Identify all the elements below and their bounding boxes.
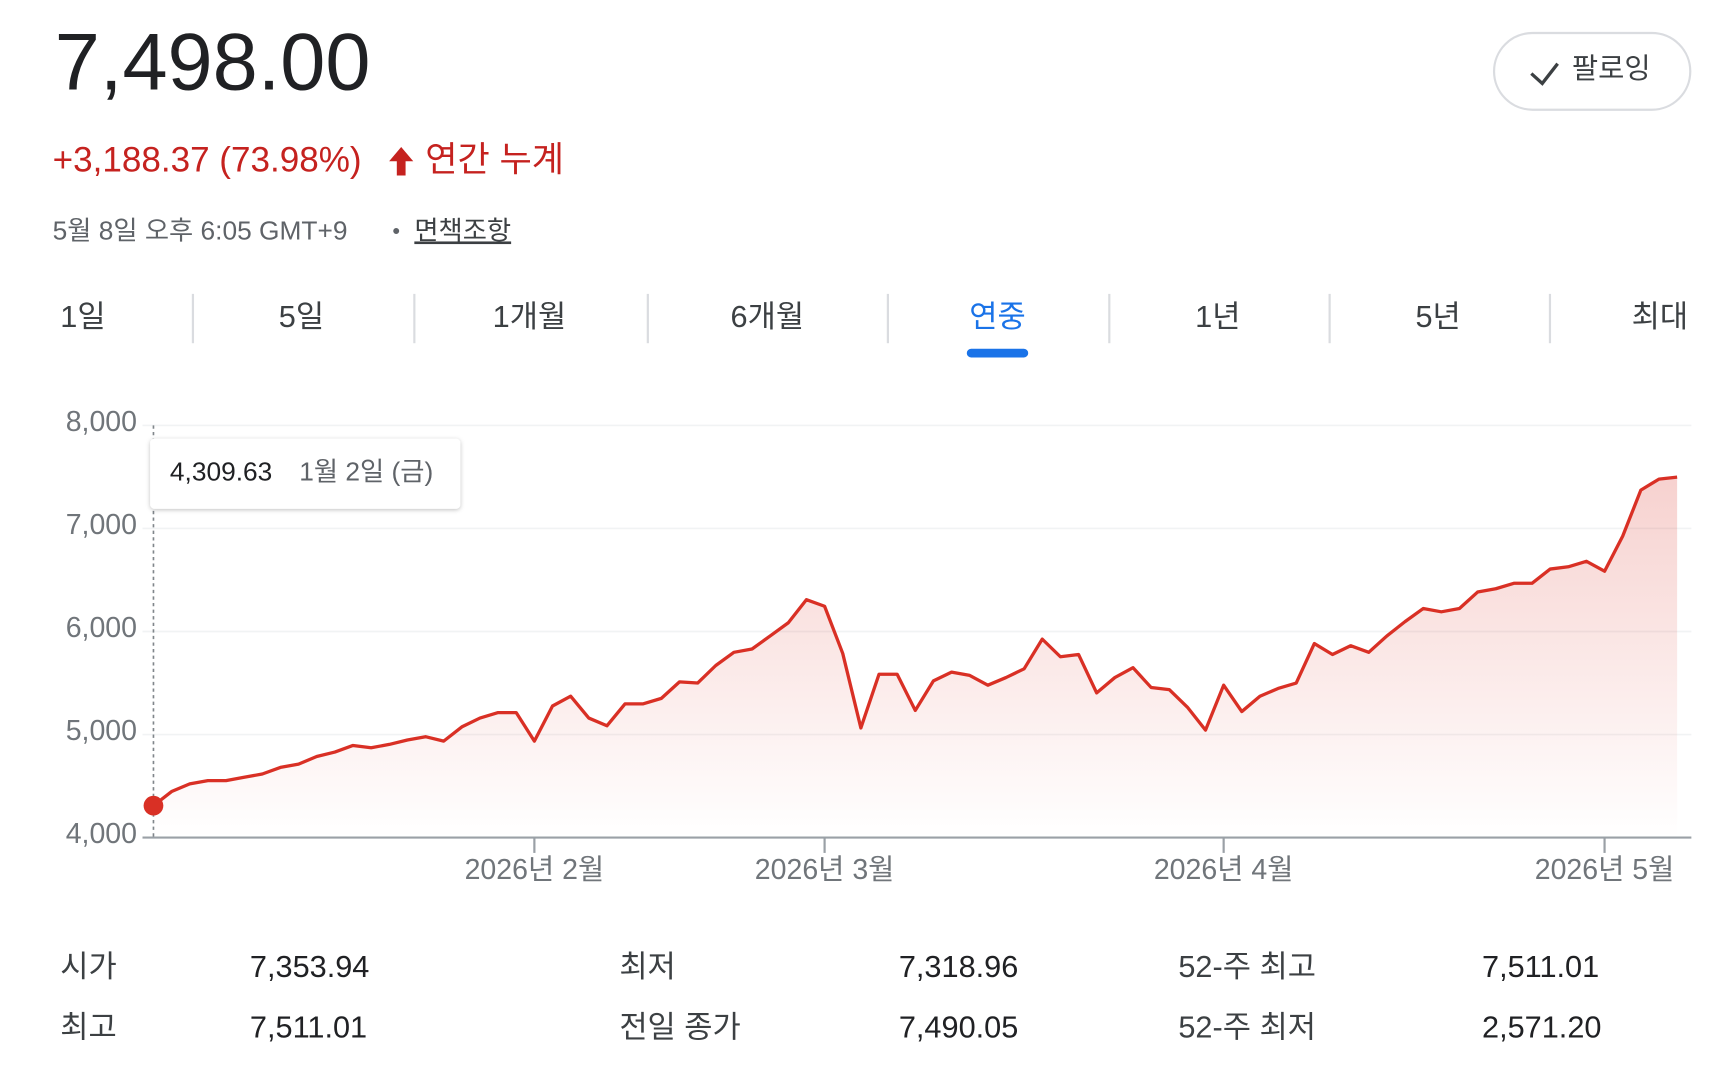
up-arrow (389, 147, 414, 176)
change: +3,188.37 (73.98%) (53, 141, 362, 180)
x-tick-label: 2026년 4월 (1154, 854, 1294, 886)
y-tick-label: 8,000 (66, 406, 137, 438)
stat-label: 52-주 최저 (1178, 1010, 1316, 1045)
tab[interactable]: 연중 (969, 299, 1025, 334)
disclaimer-link[interactable]: 면책조항 (414, 215, 511, 245)
tab[interactable]: 5년 (1415, 299, 1460, 334)
tab[interactable]: 1일 (60, 299, 105, 334)
price: 7,498.00 (55, 17, 371, 107)
y-tick-label: 5,000 (66, 715, 137, 747)
y-tick-label: 7,000 (66, 509, 137, 541)
follow-label: 팔로잉 (1572, 53, 1651, 85)
tab[interactable]: 5일 (279, 299, 324, 334)
tab[interactable]: 1개월 (493, 299, 567, 334)
stat-value: 2,571.20 (1482, 1010, 1601, 1045)
separator: • (392, 218, 400, 243)
stat-value: 7,490.05 (899, 1010, 1018, 1045)
stat-label: 최고 (60, 1010, 116, 1045)
follow-button-bg (1492, 31, 1692, 111)
x-tick-label: 2026년 2월 (465, 854, 605, 886)
check-icon (1530, 62, 1559, 86)
tab[interactable]: 1년 (1195, 299, 1240, 334)
tooltip-date: 1월 2일 (금) (299, 457, 433, 487)
timestamp: 5월 8일 오후 6:05 GMT+9 (53, 215, 348, 245)
stat-value: 7,318.96 (899, 949, 1018, 984)
tooltip-value: 4,309.63 (170, 457, 272, 487)
price-line (152, 475, 1678, 807)
y-tick-label: 6,000 (66, 612, 137, 644)
hover-point (143, 795, 164, 816)
tabs: 1일 5일 1개월 6개월 연중 1년 5년 최대 (60, 293, 1688, 358)
stat-value: 7,353.94 (250, 949, 369, 984)
tab-indicator (966, 348, 1029, 358)
period: 연간 누계 (425, 141, 564, 180)
stats: 시가 7,353.94 최저 7,318.96 52-주 최고 7,511.01 최고 7,5… (60, 949, 1601, 1044)
tab[interactable]: 6개월 (731, 299, 805, 334)
stat-value: 7,511.01 (1482, 949, 1599, 984)
stat-label: 전일 종가 (619, 1010, 740, 1045)
x-tick-label: 2026년 5월 (1535, 854, 1675, 886)
chart: 4,000 5,000 6,000 7,000 8,000 2026년 2월 2026년 3… (66, 406, 1692, 886)
stat-value: 7,511.01 (250, 1010, 367, 1045)
follow-button[interactable]: 팔로잉 (1492, 31, 1692, 111)
tab[interactable]: 최대 (1632, 299, 1688, 334)
tooltip-box (150, 438, 461, 509)
stat-label: 52-주 최고 (1178, 949, 1316, 984)
stat-label: 최저 (619, 949, 675, 984)
x-tick-label: 2026년 3월 (755, 854, 895, 886)
area-fill (153, 477, 1678, 838)
stat-label: 시가 (60, 949, 116, 984)
y-tick-label: 4,000 (66, 818, 137, 850)
